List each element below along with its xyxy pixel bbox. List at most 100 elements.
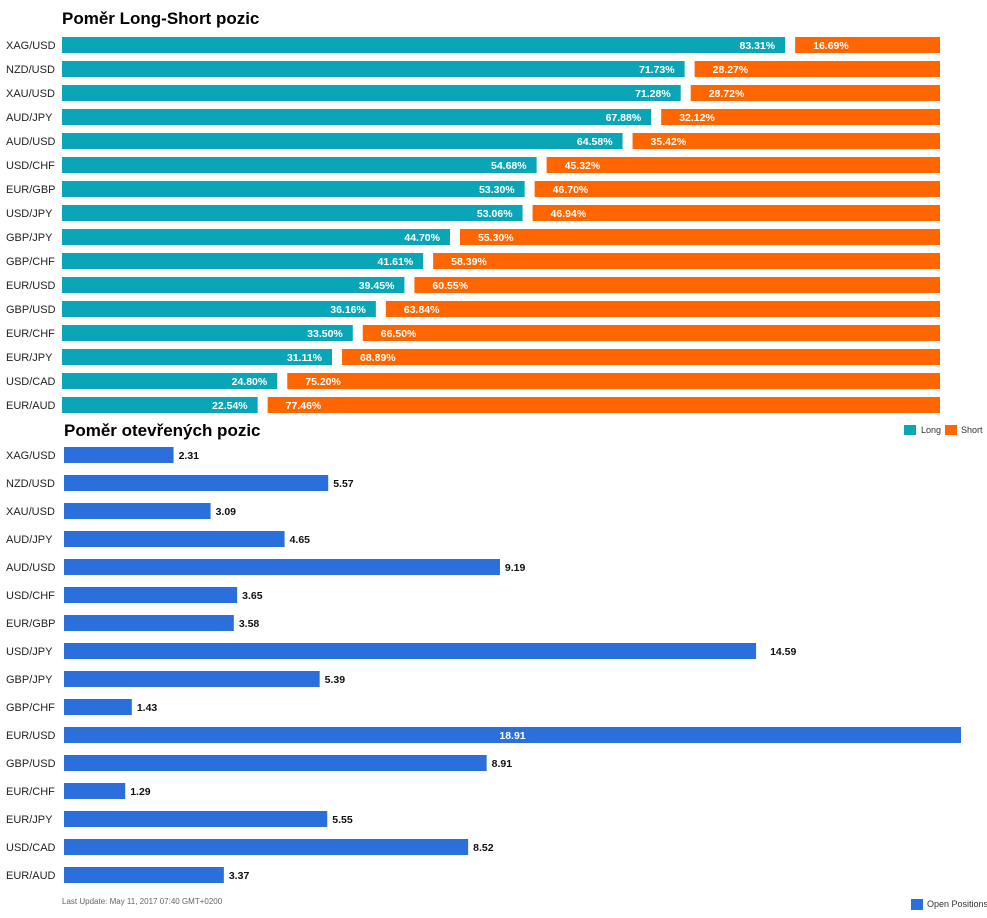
long-value-label: 24.80% bbox=[232, 376, 268, 388]
legend-short-label: Short bbox=[961, 425, 983, 435]
long-value-label: 71.73% bbox=[639, 64, 675, 76]
open-positions-bar bbox=[64, 699, 132, 715]
category-label: GBP/JPY bbox=[6, 232, 53, 244]
category-label: GBP/USD bbox=[6, 304, 56, 316]
short-bar bbox=[385, 301, 941, 317]
legend-open-positions-label: Open Positions bbox=[927, 899, 987, 909]
chart-title-open-positions: Poměr otevřených pozic bbox=[64, 421, 261, 440]
category-label: XAG/USD bbox=[6, 450, 56, 462]
category-label: EUR/USD bbox=[6, 730, 56, 742]
short-bar bbox=[459, 229, 940, 245]
long-value-label: 67.88% bbox=[606, 112, 642, 124]
open-positions-bar bbox=[64, 783, 126, 799]
category-label: USD/JPY bbox=[6, 646, 53, 658]
legend-long-label: Long bbox=[921, 425, 941, 435]
long-value-label: 64.58% bbox=[577, 136, 613, 148]
open-positions-bar bbox=[64, 671, 320, 687]
open-positions-bar bbox=[64, 755, 487, 771]
open-positions-value-label: 5.57 bbox=[333, 478, 354, 490]
category-label: EUR/GBP bbox=[6, 618, 56, 630]
long-bar bbox=[62, 277, 405, 293]
open-positions-value-label: 1.43 bbox=[137, 702, 158, 714]
category-label: XAU/USD bbox=[6, 88, 55, 100]
short-value-label: 28.72% bbox=[709, 88, 745, 100]
long-bar bbox=[62, 301, 376, 317]
short-bar bbox=[287, 373, 940, 389]
short-bar bbox=[546, 157, 940, 173]
category-label: USD/CHF bbox=[6, 590, 55, 602]
open-positions-value-label: 9.19 bbox=[505, 562, 526, 574]
long-bar bbox=[62, 37, 786, 53]
category-label: GBP/JPY bbox=[6, 674, 53, 686]
long-value-label: 31.11% bbox=[287, 352, 323, 364]
open-positions-value-label: 2.31 bbox=[179, 450, 200, 462]
category-label: NZD/USD bbox=[6, 64, 55, 76]
category-label: USD/CAD bbox=[6, 842, 56, 854]
short-bar bbox=[362, 325, 940, 341]
category-label: EUR/JPY bbox=[6, 814, 53, 826]
open-positions-value-label: 14.59 bbox=[770, 646, 796, 658]
long-value-label: 33.50% bbox=[307, 328, 343, 340]
long-value-label: 53.06% bbox=[477, 208, 513, 220]
long-bar bbox=[62, 397, 258, 413]
short-bar bbox=[795, 37, 940, 53]
long-bar bbox=[62, 253, 424, 269]
short-value-label: 16.69% bbox=[813, 40, 849, 52]
long-bar bbox=[62, 61, 685, 77]
open-positions-value-label: 8.52 bbox=[473, 842, 494, 854]
open-positions-value-label: 3.65 bbox=[242, 590, 263, 602]
short-value-label: 35.42% bbox=[651, 136, 687, 148]
legend-long-swatch bbox=[904, 425, 916, 435]
open-positions-bar bbox=[64, 531, 285, 547]
open-positions-value-label: 3.37 bbox=[229, 870, 250, 882]
category-label: EUR/CHF bbox=[6, 328, 55, 340]
long-short-chart: XAG/USD 83.31% 16.69% NZD/USD 71.73% 28.27% XA… bbox=[6, 37, 941, 413]
short-value-label: 77.46% bbox=[286, 400, 322, 412]
open-positions-bar bbox=[64, 643, 757, 659]
last-update-text: Last Update: May 11, 2017 07:40 GMT+0200 bbox=[62, 897, 223, 906]
category-label: AUD/USD bbox=[6, 136, 56, 148]
short-bar bbox=[632, 133, 940, 149]
category-label: XAU/USD bbox=[6, 506, 55, 518]
category-label: EUR/JPY bbox=[6, 352, 53, 364]
open-positions-bar bbox=[64, 727, 961, 743]
short-bar bbox=[414, 277, 940, 293]
short-value-label: 68.89% bbox=[360, 352, 396, 364]
short-value-label: 55.30% bbox=[478, 232, 514, 244]
category-label: EUR/CHF bbox=[6, 786, 55, 798]
category-label: EUR/GBP bbox=[6, 184, 56, 196]
long-value-label: 83.31% bbox=[740, 40, 776, 52]
long-bar bbox=[62, 205, 523, 221]
long-short-legend: Long Short bbox=[904, 425, 983, 435]
open-positions-bar bbox=[64, 475, 329, 491]
category-label: GBP/CHF bbox=[6, 256, 55, 268]
short-bar bbox=[690, 85, 940, 101]
long-bar bbox=[62, 85, 681, 101]
open-positions-value-label: 4.65 bbox=[290, 534, 311, 546]
short-value-label: 58.39% bbox=[451, 256, 487, 268]
short-bar bbox=[267, 397, 940, 413]
open-positions-bar bbox=[64, 615, 234, 631]
long-bar bbox=[62, 109, 652, 125]
short-bar bbox=[534, 181, 940, 197]
long-bar bbox=[62, 133, 623, 149]
category-label: AUD/JPY bbox=[6, 112, 53, 124]
category-label: USD/JPY bbox=[6, 208, 53, 220]
open-positions-value-label: 3.58 bbox=[239, 618, 260, 630]
open-positions-value-label: 1.29 bbox=[130, 786, 151, 798]
short-bar bbox=[532, 205, 940, 221]
long-bar bbox=[62, 229, 450, 245]
long-value-label: 41.61% bbox=[378, 256, 414, 268]
category-label: AUD/JPY bbox=[6, 534, 53, 546]
long-value-label: 22.54% bbox=[212, 400, 248, 412]
category-label: GBP/USD bbox=[6, 758, 56, 770]
short-value-label: 46.94% bbox=[551, 208, 587, 220]
open-positions-value-label: 5.39 bbox=[325, 674, 346, 686]
long-bar bbox=[62, 157, 537, 173]
long-value-label: 36.16% bbox=[330, 304, 366, 316]
open-positions-bar bbox=[64, 447, 174, 463]
chart-title-long-short: Poměr Long-Short pozic bbox=[62, 9, 259, 28]
long-value-label: 54.68% bbox=[491, 160, 527, 172]
open-positions-bar bbox=[64, 839, 469, 855]
